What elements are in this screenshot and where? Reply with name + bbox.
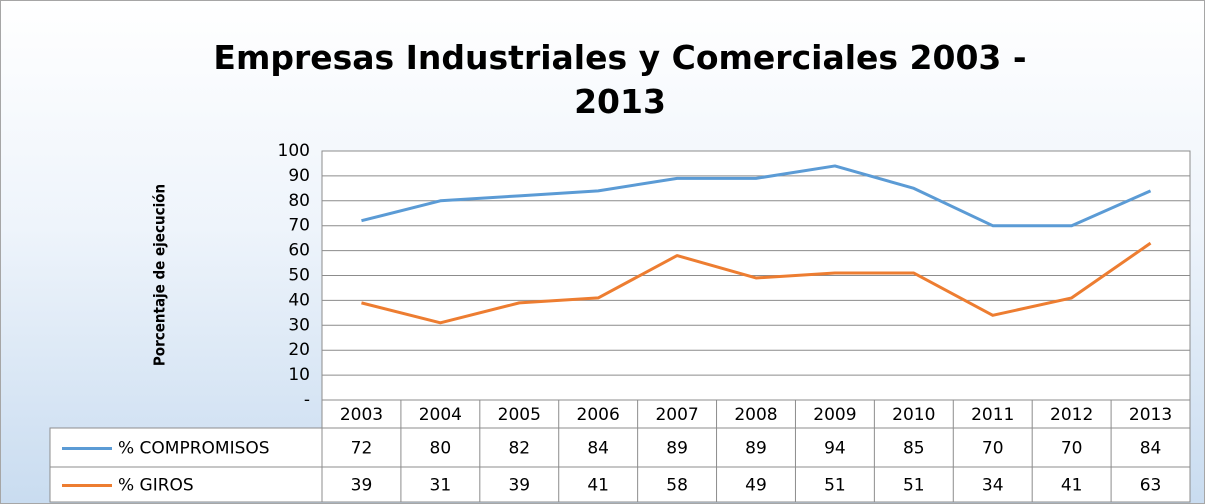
x-tick-label: 2013 xyxy=(1129,405,1172,425)
table-value: 94 xyxy=(824,439,846,459)
legend-label: % GIROS xyxy=(118,476,194,496)
y-tick-label: 100 xyxy=(278,141,310,161)
series-line xyxy=(361,241,1152,325)
table-value: 49 xyxy=(745,476,767,496)
chart-title: Empresas Industriales y Comerciales 2003… xyxy=(213,38,1027,121)
table-value: 84 xyxy=(1140,439,1162,459)
table-value: 70 xyxy=(1061,439,1083,459)
table-value: 51 xyxy=(824,476,846,496)
table-value: 89 xyxy=(745,439,767,459)
table-value: 39 xyxy=(351,476,373,496)
x-tick-label: 2004 xyxy=(419,405,462,425)
x-tick-label: 2009 xyxy=(813,405,856,425)
legend-label: % COMPROMISOS xyxy=(118,439,270,459)
table-value: 51 xyxy=(903,476,925,496)
data-table xyxy=(321,399,1191,429)
table-value: 84 xyxy=(587,439,609,459)
table-value: 41 xyxy=(587,476,609,496)
y-tick-label: 60 xyxy=(288,241,310,261)
data-table-body xyxy=(49,427,1191,503)
table-value: 70 xyxy=(982,439,1004,459)
table-value: 85 xyxy=(903,439,925,459)
y-tick-label: 20 xyxy=(288,340,310,360)
y-tick-label: - xyxy=(304,390,310,410)
y-tick-label: 70 xyxy=(288,216,310,236)
x-tick-label: 2005 xyxy=(498,405,541,425)
x-tick-label: 2003 xyxy=(340,405,383,425)
x-tick-label: 2012 xyxy=(1050,405,1093,425)
table-value: 72 xyxy=(351,439,373,459)
table-value: 58 xyxy=(666,476,688,496)
table-value: 34 xyxy=(982,476,1004,496)
y-tick-label: 40 xyxy=(288,290,310,310)
table-value: 80 xyxy=(430,439,452,459)
table-value: 63 xyxy=(1140,476,1162,496)
y-axis-label: Porcentaje de ejecución xyxy=(151,184,169,366)
table-value: 31 xyxy=(430,476,452,496)
x-tick-label: 2008 xyxy=(734,405,777,425)
x-tick-label: 2010 xyxy=(892,405,935,425)
table-value: 39 xyxy=(508,476,530,496)
y-tick-label: 50 xyxy=(288,266,310,286)
table-value: 41 xyxy=(1061,476,1083,496)
x-tick-label: 2006 xyxy=(577,405,620,425)
x-tick-label: 2007 xyxy=(655,405,698,425)
x-tick-label: 2011 xyxy=(971,405,1014,425)
y-tick-label: 10 xyxy=(288,365,310,385)
table-value: 82 xyxy=(508,439,530,459)
y-tick-label: 90 xyxy=(288,166,310,186)
table-value: 89 xyxy=(666,439,688,459)
y-tick-label: 30 xyxy=(288,315,310,335)
y-tick-label: 80 xyxy=(288,191,310,211)
series-line xyxy=(361,164,1152,228)
